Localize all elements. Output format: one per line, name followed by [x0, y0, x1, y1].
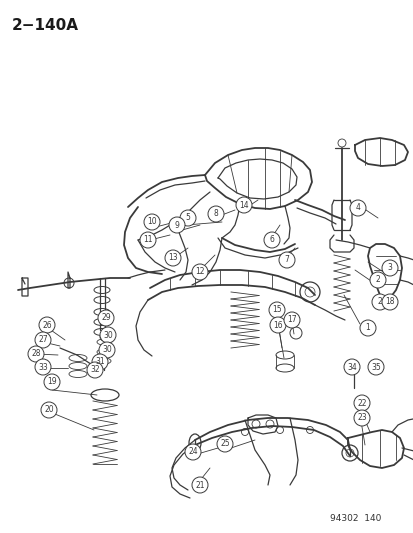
- Circle shape: [44, 374, 60, 390]
- Text: 24: 24: [188, 448, 197, 456]
- Circle shape: [353, 395, 369, 411]
- Circle shape: [216, 436, 233, 452]
- Text: 25: 25: [220, 440, 229, 448]
- Text: 33: 33: [38, 362, 48, 372]
- Text: 34: 34: [346, 362, 356, 372]
- Text: 5: 5: [185, 214, 190, 222]
- Text: 12: 12: [195, 268, 204, 277]
- Text: 30: 30: [103, 330, 113, 340]
- Circle shape: [369, 272, 385, 288]
- Text: 16: 16: [273, 320, 282, 329]
- Circle shape: [165, 250, 180, 266]
- Text: 14: 14: [239, 200, 248, 209]
- Circle shape: [381, 294, 397, 310]
- Text: 1: 1: [365, 324, 370, 333]
- Text: 27: 27: [38, 335, 47, 344]
- Circle shape: [371, 294, 387, 310]
- Circle shape: [367, 359, 383, 375]
- Circle shape: [169, 217, 185, 233]
- Text: 21: 21: [195, 481, 204, 489]
- Text: 15: 15: [271, 305, 281, 314]
- Text: 28: 28: [31, 350, 40, 359]
- Text: 6: 6: [269, 236, 274, 245]
- Circle shape: [92, 354, 108, 370]
- Text: 29: 29: [101, 313, 111, 322]
- Circle shape: [268, 302, 284, 318]
- Circle shape: [263, 232, 279, 248]
- Text: 13: 13: [168, 254, 177, 262]
- Circle shape: [28, 346, 44, 362]
- Text: 17: 17: [287, 316, 296, 325]
- Text: 2−140A: 2−140A: [12, 18, 79, 33]
- Text: 35: 35: [370, 362, 380, 372]
- Circle shape: [35, 332, 51, 348]
- Circle shape: [192, 264, 207, 280]
- Text: 3: 3: [387, 263, 392, 272]
- Text: 9: 9: [174, 221, 179, 230]
- Text: 18: 18: [385, 297, 394, 306]
- Circle shape: [235, 197, 252, 213]
- Circle shape: [35, 359, 51, 375]
- Text: 11: 11: [143, 236, 152, 245]
- Circle shape: [185, 444, 201, 460]
- Circle shape: [278, 252, 294, 268]
- Circle shape: [269, 317, 285, 333]
- Text: 22: 22: [356, 399, 366, 408]
- Circle shape: [283, 312, 299, 328]
- Circle shape: [381, 260, 397, 276]
- Text: 20: 20: [44, 406, 54, 415]
- Circle shape: [87, 362, 103, 378]
- Circle shape: [349, 200, 365, 216]
- Text: 30: 30: [102, 345, 112, 354]
- Circle shape: [180, 210, 195, 226]
- Text: 31: 31: [95, 358, 104, 367]
- Text: 19: 19: [47, 377, 57, 386]
- Circle shape: [41, 402, 57, 418]
- Circle shape: [144, 214, 159, 230]
- Circle shape: [359, 320, 375, 336]
- Circle shape: [192, 477, 207, 493]
- Text: 10: 10: [147, 217, 157, 227]
- Circle shape: [100, 327, 116, 343]
- Circle shape: [343, 359, 359, 375]
- Text: 2: 2: [377, 297, 382, 306]
- Circle shape: [353, 410, 369, 426]
- Text: 26: 26: [42, 320, 52, 329]
- Circle shape: [99, 342, 115, 358]
- Text: 4: 4: [355, 204, 360, 213]
- Text: 8: 8: [213, 209, 218, 219]
- Text: 32: 32: [90, 366, 100, 375]
- Text: 23: 23: [356, 414, 366, 423]
- Text: 94302  140: 94302 140: [329, 514, 380, 523]
- Circle shape: [39, 317, 55, 333]
- Circle shape: [98, 310, 114, 326]
- Text: 2: 2: [375, 276, 380, 285]
- Circle shape: [207, 206, 223, 222]
- Circle shape: [140, 232, 156, 248]
- Text: 7: 7: [284, 255, 289, 264]
